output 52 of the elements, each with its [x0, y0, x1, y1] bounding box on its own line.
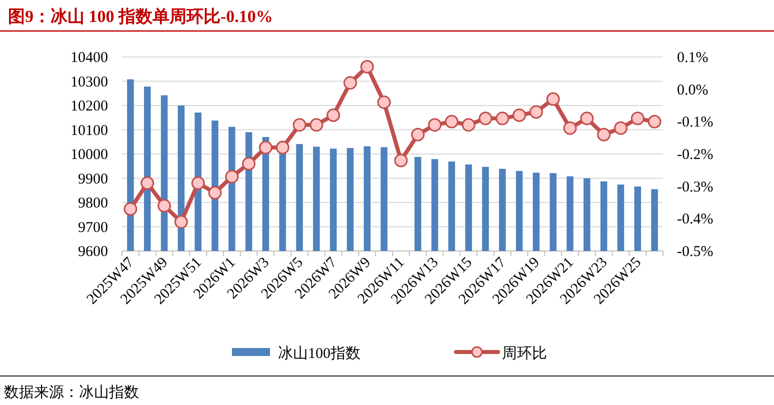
y-tick-label: 10300: [70, 74, 108, 90]
legend-label: 周环比: [502, 345, 547, 362]
point: [140, 176, 154, 190]
point: [124, 202, 138, 216]
y-tick-label: 10200: [70, 98, 108, 114]
point: [444, 114, 458, 128]
point: [208, 186, 222, 200]
point: [377, 96, 391, 110]
point: [174, 215, 188, 229]
point: [546, 92, 560, 106]
y-tick-label: 10100: [70, 122, 108, 139]
point: [158, 198, 172, 212]
point: [496, 112, 510, 126]
point: [343, 76, 357, 90]
y-tick-label: 9600: [78, 244, 108, 260]
y-tick-label: 10000: [70, 147, 108, 163]
point: [326, 108, 340, 122]
y2-tick-label: -0.3%: [677, 179, 714, 196]
chart-title: 图9：冰山 100 指数单周环比-0.10%: [8, 7, 273, 26]
y2-tick-label: -0.4%: [677, 212, 714, 228]
point: [428, 118, 442, 132]
point: [411, 128, 425, 142]
point: [310, 118, 324, 132]
point: [462, 118, 476, 132]
y-tick-label: 10400: [70, 50, 108, 66]
point: [242, 156, 256, 170]
y2-tick-label: 0.0%: [677, 82, 708, 98]
point: [258, 140, 272, 154]
point: [360, 60, 374, 74]
point: [191, 176, 205, 190]
point: [597, 128, 611, 142]
source-note: 数据来源：冰山指数: [4, 384, 139, 401]
point: [394, 154, 408, 168]
point: [276, 140, 290, 154]
y-tick-label: 9700: [78, 220, 108, 236]
point: [648, 114, 662, 128]
legend-label: 冰山100指数: [278, 345, 360, 362]
point: [630, 112, 644, 126]
point: [580, 112, 594, 126]
point: [614, 121, 628, 135]
point: [478, 112, 492, 126]
point: [563, 121, 577, 135]
y-tick-label: 9900: [78, 171, 108, 188]
y2-tick-label: 0.1%: [677, 50, 708, 66]
point: [225, 170, 239, 184]
y2-tick-label: -0.5%: [677, 244, 714, 260]
point: [529, 105, 543, 119]
y-tick-label: 9800: [78, 196, 108, 212]
y2-tick-label: -0.1%: [677, 114, 714, 131]
y2-tick-label: -0.2%: [677, 147, 714, 163]
point: [512, 108, 526, 122]
point: [292, 118, 306, 132]
